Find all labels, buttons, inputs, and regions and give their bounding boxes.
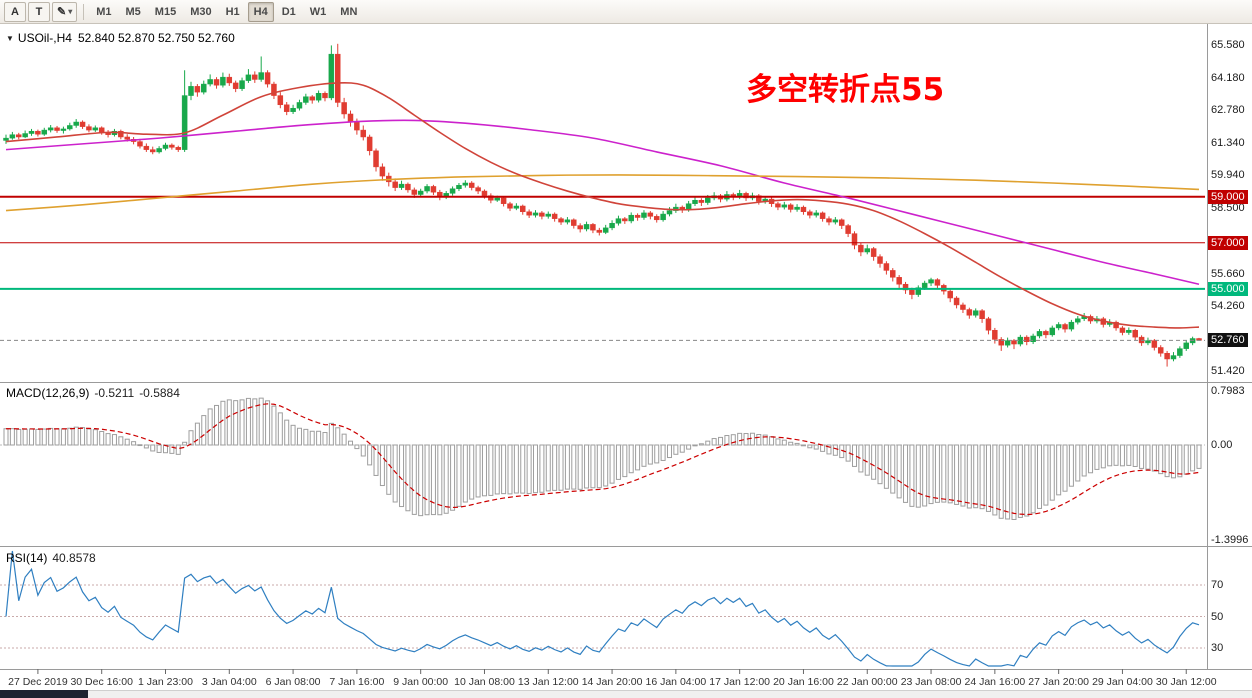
toolbar-separator [83, 3, 85, 20]
rsi-value: 40.8578 [52, 551, 96, 565]
timeframe-group: M1 M5 M15 M30 H1 H4 D1 W1 MN [89, 1, 364, 22]
timeframe-w1[interactable]: W1 [309, 5, 327, 18]
macd-value-main: -0.5211 [94, 386, 135, 400]
ohlc-values: 52.840 52.870 52.750 52.760 [77, 31, 235, 45]
timeframe-h1[interactable]: H1 [225, 5, 240, 18]
macd-value-signal: -0.5884 [139, 386, 180, 400]
pencil-icon: ✎ [57, 6, 67, 18]
text-tool-button[interactable]: T [28, 1, 50, 22]
symbol-period-label: USOil-,H4 [17, 31, 72, 45]
candles-layer[interactable] [3, 43, 1202, 367]
macd-name: MACD(12,26,9) [6, 386, 90, 400]
panel-divider[interactable] [0, 544, 1207, 549]
collapse-chart-icon[interactable]: ▼ [6, 34, 14, 43]
cursor-tool-button[interactable]: A [4, 1, 26, 22]
price-axis[interactable] [1207, 24, 1252, 669]
horizontal-lines-layer[interactable] [0, 195, 1205, 341]
bottom-strip [0, 690, 1252, 698]
timeframe-d1[interactable]: D1 [281, 5, 296, 18]
macd-indicator[interactable] [0, 397, 1205, 520]
time-axis[interactable] [0, 670, 1207, 690]
macd-label: MACD(12,26,9) -0.5211 -0.5884 [6, 386, 180, 400]
timeframe-m15[interactable]: M15 [154, 5, 177, 18]
timeframe-m5[interactable]: M5 [125, 5, 141, 18]
chart-title: ▼ USOil-,H4 52.840 52.870 52.750 52.760 [6, 31, 235, 45]
timeframe-mn[interactable]: MN [340, 5, 358, 18]
rsi-indicator[interactable] [0, 550, 1205, 667]
timeframe-m30[interactable]: M30 [190, 5, 212, 18]
macd-signal-line [5, 403, 1200, 516]
ma-slow-magenta [5, 119, 1200, 286]
chart-toolbar: A T ✎ ▾ M1 M5 M15 M30 H1 H4 D1 W1 MN [0, 0, 1252, 24]
rsi-label: RSI(14) 40.8578 [6, 551, 96, 565]
ma-long-orange [5, 174, 1200, 212]
ma-fast-red [5, 81, 1200, 329]
panel-divider[interactable] [0, 380, 1207, 385]
panel-dividers-layer [0, 24, 1252, 670]
timeframe-h4[interactable]: H4 [247, 1, 274, 22]
chevron-down-icon: ▾ [68, 7, 73, 16]
timeframe-m1[interactable]: M1 [96, 5, 112, 18]
rsi-name: RSI(14) [6, 551, 48, 565]
moving-averages-layer [5, 81, 1200, 329]
chart-annotation: 多空转折点55 [746, 72, 945, 108]
taskbar-fragment [0, 690, 88, 698]
time-ticks-layer [37, 669, 1187, 674]
rsi-line [5, 550, 1200, 667]
draw-tool-button[interactable]: ✎ ▾ [52, 1, 78, 22]
